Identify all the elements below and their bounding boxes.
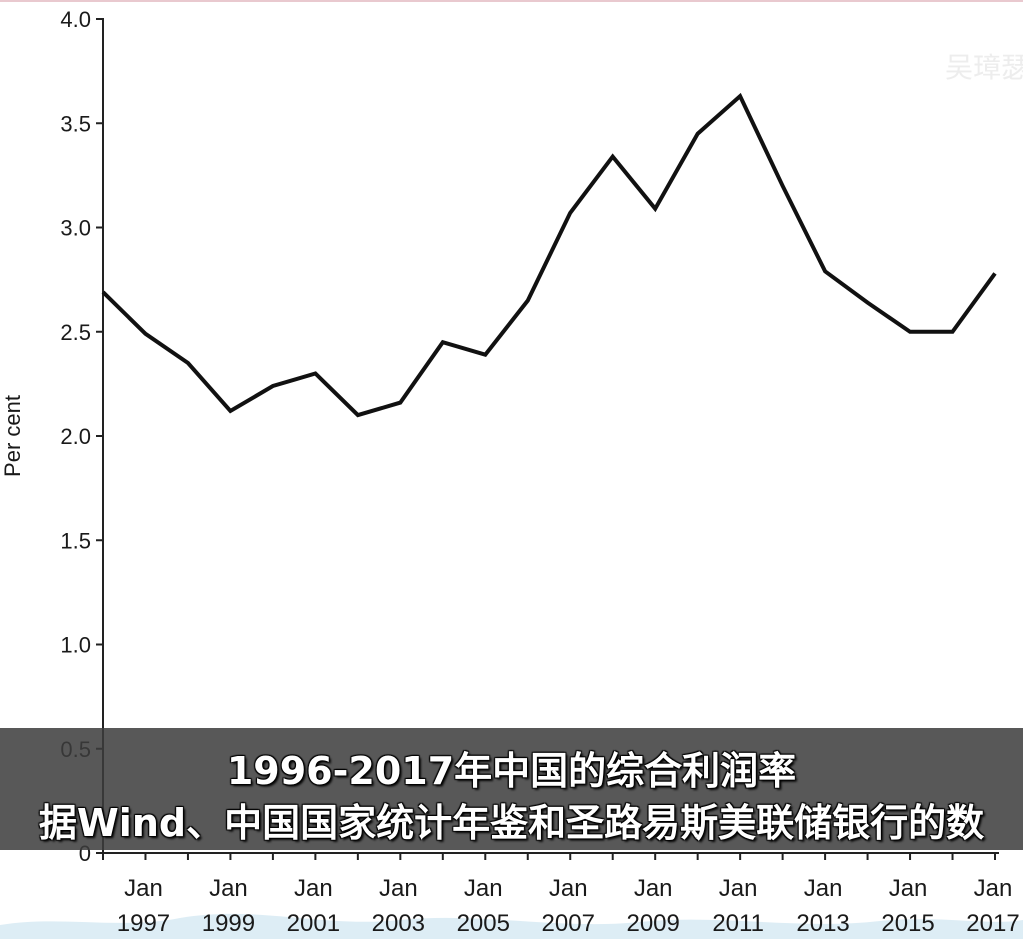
- y-tick-label: 1.5: [60, 528, 91, 553]
- x-tick-month-label: Jan: [719, 875, 758, 902]
- caption-source: 据Wind、中国国家统计年鉴和圣路易斯美联储银行的数: [38, 801, 985, 845]
- x-tick-month-label: Jan: [124, 875, 163, 902]
- y-tick-label: 2.5: [60, 320, 91, 345]
- series-layer: [101, 92, 997, 418]
- watermark-text: 吴璋瑟: [944, 51, 1023, 84]
- series-line: [101, 92, 997, 418]
- x-tick-year-label: 2001: [287, 910, 340, 937]
- x-tick-year-label: 2003: [372, 910, 425, 937]
- y-tick-label: 3.0: [60, 216, 91, 241]
- caption-title: 1996-2017年中国的综合利润率: [226, 749, 797, 793]
- bottom-decorative-strip: [0, 913, 1023, 939]
- x-tick-year-label: 2009: [626, 910, 679, 937]
- x-tick-month-label: Jan: [549, 875, 588, 902]
- top-edge-line: [0, 0, 1023, 2]
- x-tick-year-label: 2015: [881, 910, 934, 937]
- x-axis-ticks: Jan 1997 Jan 1999 Jan 2001 Jan 2003 Jan 2005 Jan 20…: [102, 853, 1020, 937]
- x-tick-month-label: Jan: [889, 875, 928, 902]
- y-tick-label: 1.0: [60, 633, 91, 658]
- x-tick-month-label: Jan: [804, 875, 843, 902]
- x-tick-year-label: 1999: [202, 910, 255, 937]
- x-tick-month-label: Jan: [294, 875, 333, 902]
- x-tick-year-label: 2007: [542, 910, 595, 937]
- y-tick-label: 4.0: [60, 7, 91, 32]
- y-axis-title: Per cent: [0, 395, 25, 477]
- y-tick-label: 2.0: [60, 424, 91, 449]
- caption-band: [0, 728, 1023, 850]
- y-tick-label: 3.5: [60, 111, 91, 136]
- x-tick-month-label: Jan: [464, 875, 503, 902]
- x-tick-month-label: Jan: [634, 875, 673, 902]
- x-tick-year-label: 2013: [796, 910, 849, 937]
- x-tick-month-label: Jan: [974, 875, 1013, 902]
- x-tick-year-label: 2011: [712, 910, 764, 937]
- bottom-wave: [0, 913, 1023, 939]
- x-tick-month-label: Jan: [209, 875, 248, 902]
- x-tick-year-label: 1997: [117, 910, 170, 937]
- x-tick-year-label: 2005: [457, 910, 510, 937]
- x-tick-year-label: 2017: [966, 910, 1019, 937]
- x-tick-month-label: Jan: [379, 875, 418, 902]
